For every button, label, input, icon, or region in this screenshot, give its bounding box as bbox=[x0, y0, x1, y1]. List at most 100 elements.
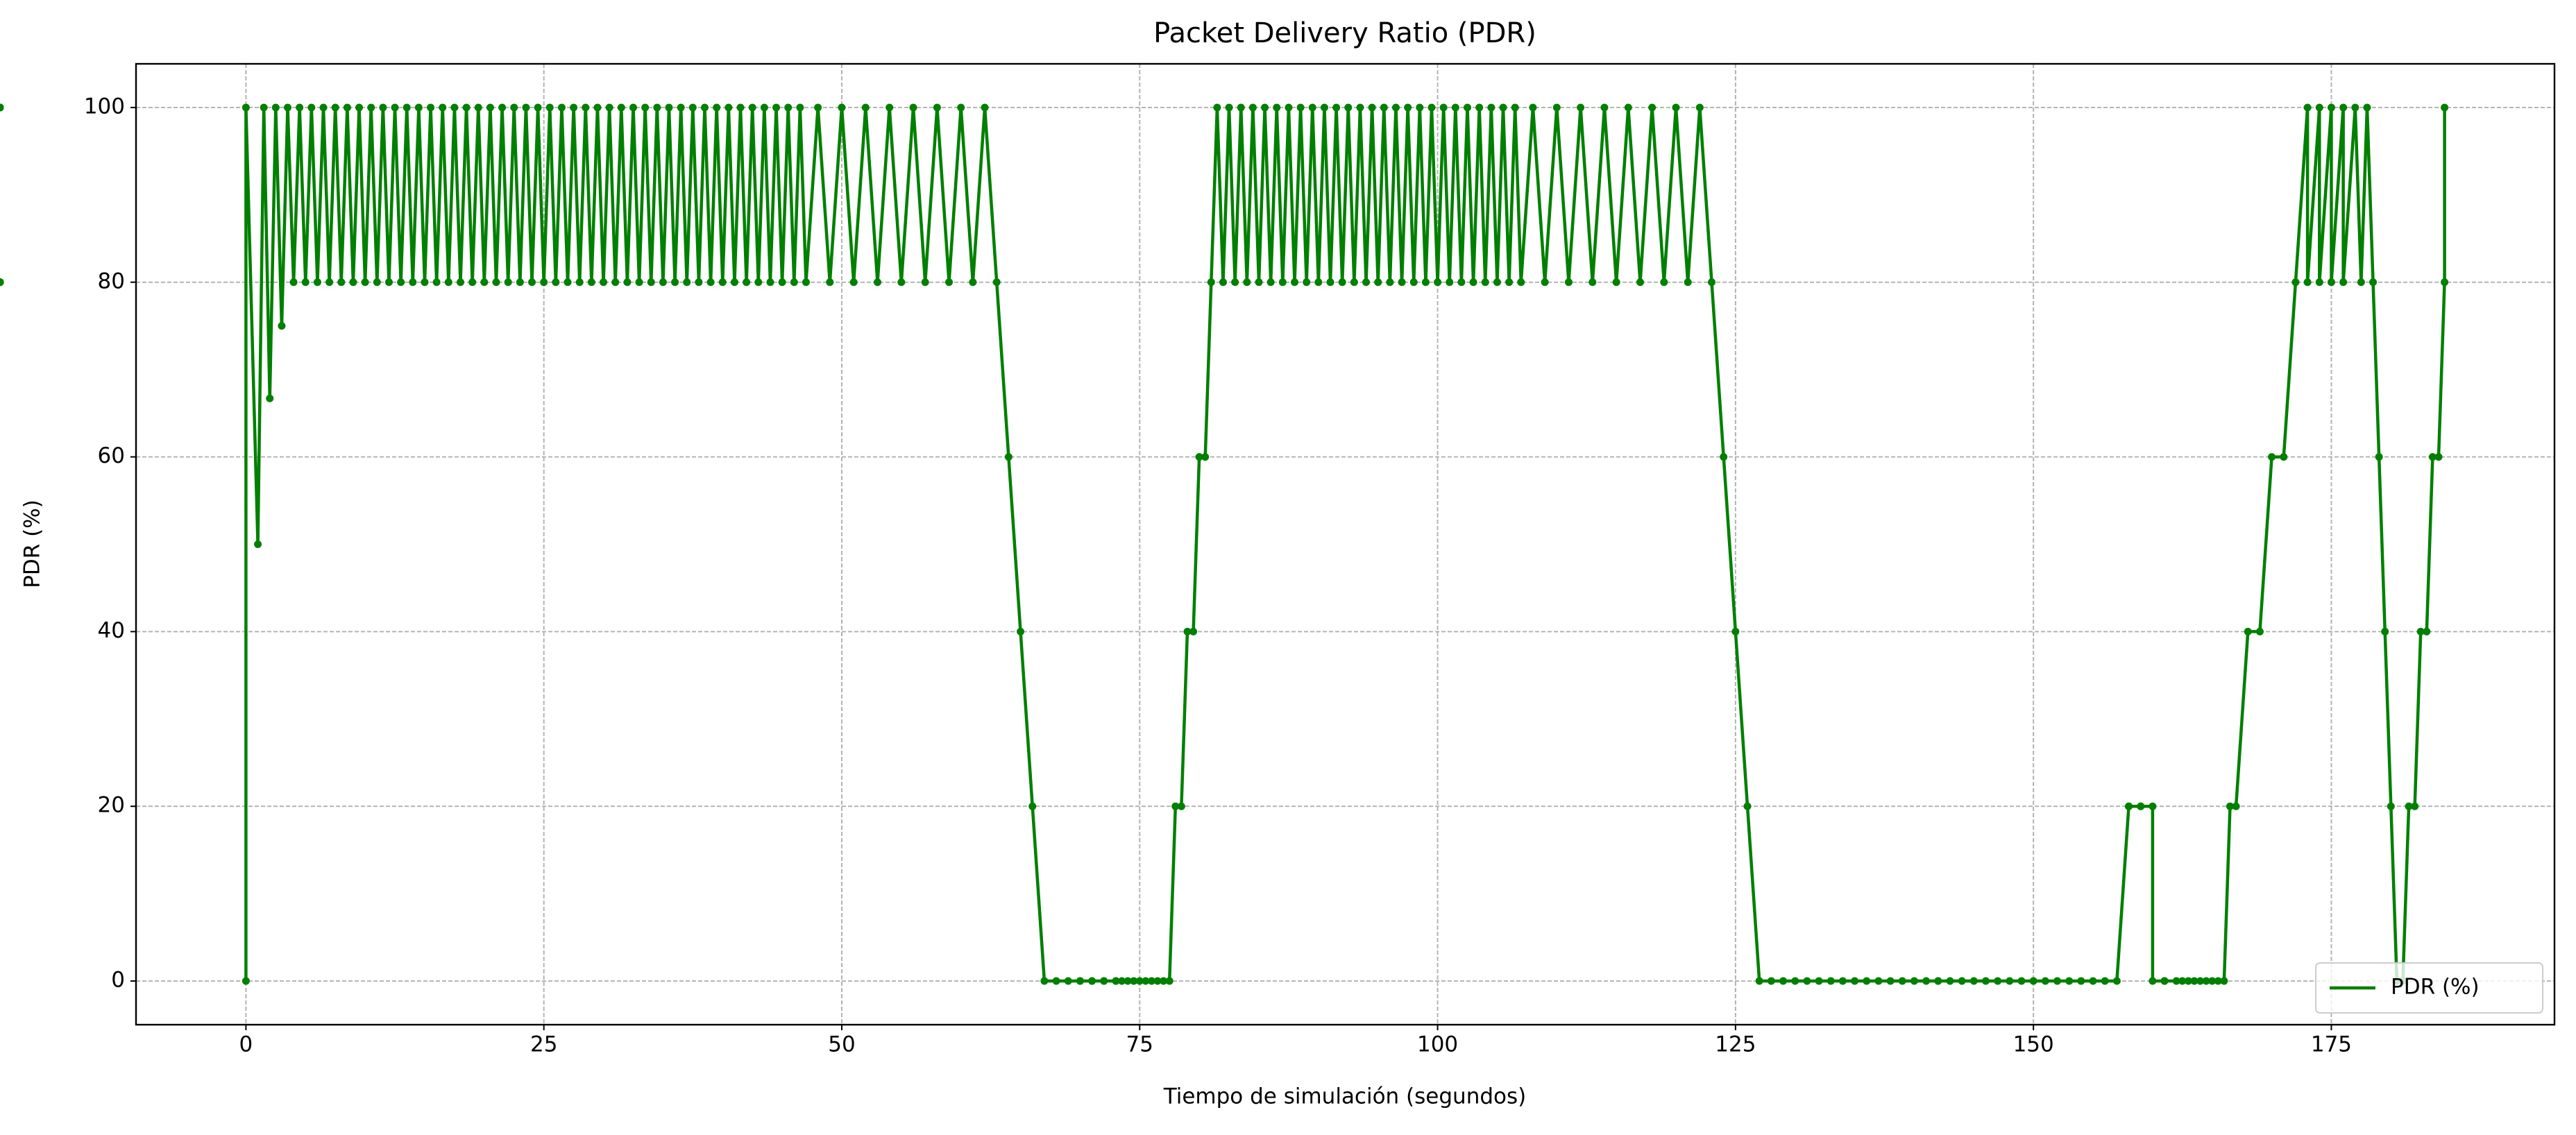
y-tick-label: 40 bbox=[98, 618, 125, 643]
data-point bbox=[1160, 977, 1168, 985]
data-point bbox=[802, 278, 810, 287]
data-point bbox=[367, 103, 375, 112]
data-point bbox=[1577, 103, 1585, 112]
data-point bbox=[1464, 103, 1472, 112]
data-point bbox=[2077, 977, 2085, 985]
data-point bbox=[450, 103, 459, 112]
data-point bbox=[1183, 627, 1192, 635]
data-point bbox=[641, 103, 650, 112]
data-point bbox=[349, 278, 357, 287]
data-point bbox=[635, 278, 643, 287]
data-point bbox=[1827, 977, 1835, 985]
data-point bbox=[1291, 278, 1299, 287]
data-point bbox=[540, 278, 548, 287]
data-point bbox=[2065, 977, 2074, 985]
data-point bbox=[510, 103, 518, 112]
data-point bbox=[564, 278, 572, 287]
x-tick-label: 75 bbox=[1126, 1032, 1153, 1057]
data-point bbox=[0, 278, 4, 287]
data-point bbox=[838, 103, 846, 112]
data-point bbox=[468, 278, 477, 287]
data-point bbox=[2089, 977, 2097, 985]
data-point bbox=[2434, 453, 2443, 461]
data-point bbox=[886, 103, 894, 112]
data-point bbox=[706, 278, 715, 287]
data-point bbox=[1588, 278, 1597, 287]
y-tick-label: 20 bbox=[98, 793, 125, 818]
data-point bbox=[1994, 977, 2002, 985]
data-point bbox=[1541, 278, 1549, 287]
data-point bbox=[1720, 453, 1728, 461]
data-point bbox=[1600, 103, 1609, 112]
data-point bbox=[1153, 977, 1162, 985]
data-point bbox=[748, 103, 756, 112]
x-tick-label: 150 bbox=[2013, 1032, 2054, 1057]
data-point bbox=[1052, 977, 1060, 985]
data-point bbox=[861, 103, 870, 112]
y-tick-label: 0 bbox=[111, 968, 125, 993]
data-point bbox=[1684, 278, 1692, 287]
data-point bbox=[909, 103, 917, 112]
data-point bbox=[688, 103, 697, 112]
data-point bbox=[1552, 103, 1561, 112]
data-point bbox=[593, 103, 602, 112]
data-point bbox=[1958, 977, 1966, 985]
data-point bbox=[1296, 103, 1305, 112]
data-point bbox=[1815, 977, 1823, 985]
legend: PDR (%) bbox=[2315, 962, 2543, 1014]
data-point bbox=[2315, 278, 2323, 287]
data-point bbox=[790, 278, 798, 287]
data-point bbox=[391, 103, 399, 112]
data-point bbox=[671, 278, 679, 287]
data-point bbox=[1266, 278, 1275, 287]
data-point bbox=[1171, 802, 1180, 810]
data-point bbox=[2006, 977, 2014, 985]
data-point bbox=[1017, 627, 1025, 635]
data-point bbox=[1708, 278, 1716, 287]
data-point bbox=[1118, 977, 1126, 985]
data-point bbox=[1434, 278, 1442, 287]
data-point bbox=[557, 103, 566, 112]
data-point bbox=[414, 103, 423, 112]
data-point bbox=[1237, 103, 1245, 112]
data-point bbox=[1124, 977, 1132, 985]
data-point bbox=[1404, 103, 1412, 112]
data-point bbox=[1344, 103, 1353, 112]
data-point bbox=[2244, 627, 2252, 635]
data-point bbox=[301, 278, 310, 287]
data-point bbox=[2327, 103, 2335, 112]
data-point bbox=[2125, 802, 2133, 810]
data-point bbox=[1195, 453, 1203, 461]
data-point bbox=[2137, 802, 2145, 810]
data-point bbox=[2339, 103, 2348, 112]
axes: 0 25 50 75 100 125 150 175 0 20 40 60 80 100 bbox=[84, 94, 2352, 1057]
data-point bbox=[2315, 103, 2323, 112]
data-point bbox=[289, 278, 298, 287]
data-point bbox=[2441, 278, 2449, 287]
data-point bbox=[1261, 103, 1269, 112]
data-point bbox=[1356, 103, 1364, 112]
data-point bbox=[653, 103, 661, 112]
data-point bbox=[1475, 103, 1484, 112]
data-point bbox=[1076, 977, 1084, 985]
data-point bbox=[933, 103, 941, 112]
data-point bbox=[284, 103, 292, 112]
data-point bbox=[981, 103, 989, 112]
data-point bbox=[1112, 977, 1120, 985]
data-point bbox=[474, 103, 482, 112]
data-point bbox=[2291, 278, 2300, 287]
data-point bbox=[1135, 977, 1144, 985]
data-point bbox=[778, 278, 786, 287]
data-point bbox=[629, 103, 637, 112]
data-point bbox=[0, 103, 4, 112]
data-point bbox=[2172, 977, 2180, 985]
data-point bbox=[409, 278, 417, 287]
data-point bbox=[2327, 278, 2335, 287]
data-point bbox=[677, 103, 685, 112]
data-point bbox=[2357, 278, 2365, 287]
data-point bbox=[1243, 278, 1251, 287]
data-point bbox=[1624, 103, 1632, 112]
data-point bbox=[1040, 977, 1049, 985]
x-tick-label: 50 bbox=[828, 1032, 855, 1057]
